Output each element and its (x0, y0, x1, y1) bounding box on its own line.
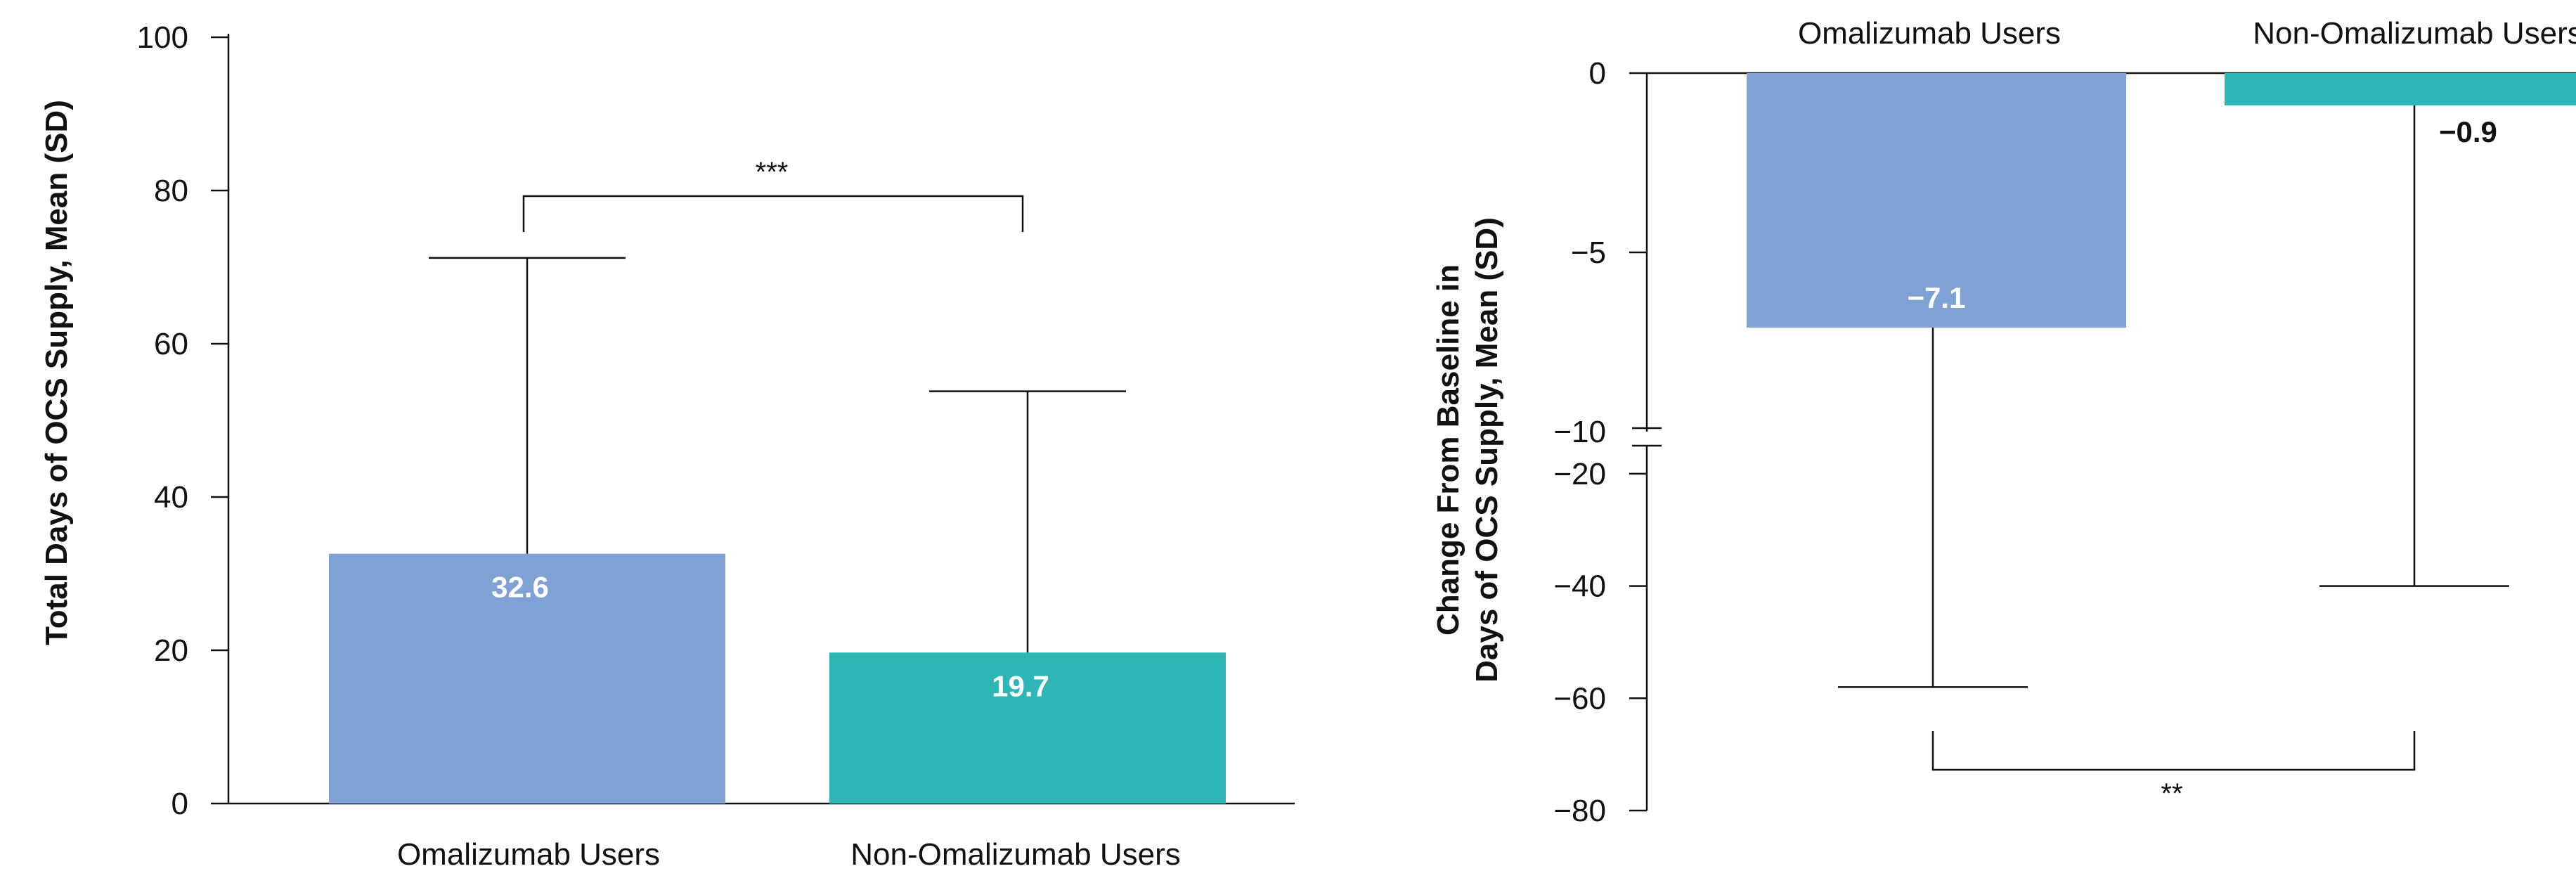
left-significance-label: *** (756, 157, 789, 188)
right-y-axis-label-line2: Days of OCS Supply, Mean (SD) (1470, 217, 1504, 683)
left-y-axis-label: Total Days of OCS Supply, Mean (SD) (39, 100, 74, 645)
right-error-bar-omalizumab (1838, 328, 2028, 688)
left-y-tick-label: 20 (154, 633, 188, 668)
left-error-bar-non-omalizumab (929, 390, 1126, 653)
right-significance-label: ** (2161, 778, 2182, 809)
right-y-tick-label: −20 (1553, 457, 1606, 491)
right-value-label-omalizumab: −7.1 (1908, 281, 1966, 314)
right-y-tick-label: 0 (1589, 56, 1606, 91)
left-significance-bracket (522, 195, 1024, 232)
left-chart: Total Days of OCS Supply, Mean (SD) 0 20 4… (39, 20, 1295, 871)
left-y-ticks: 0 20 40 60 80 100 (137, 20, 228, 821)
right-y-tick-label: −60 (1553, 681, 1606, 716)
right-chart: Change From Baseline in Days of OCS Supp… (1431, 16, 2576, 828)
right-bar-omalizumab (1747, 73, 2126, 328)
right-y-tick-label: −40 (1553, 569, 1606, 604)
right-y-tick-label: −10 (1553, 415, 1606, 449)
left-category-label-omalizumab: Omalizumab Users (397, 837, 660, 871)
left-category-label-non-omalizumab: Non-Omalizumab Users (850, 837, 1180, 871)
left-bar-non-omalizumab (829, 652, 1226, 804)
right-category-label-non-omalizumab: Non-Omalizumab Users (2253, 16, 2576, 51)
right-significance-bracket (1931, 731, 2416, 771)
left-y-tick-label: 0 (171, 787, 188, 821)
left-bar-omalizumab (329, 553, 725, 804)
left-value-label-omalizumab: 32.6 (491, 571, 549, 604)
right-category-label-omalizumab: Omalizumab Users (1798, 16, 2061, 51)
left-value-label-non-omalizumab: 19.7 (992, 669, 1049, 702)
right-error-bar-non-omalizumab (2319, 105, 2509, 587)
right-y-axis-label-line1: Change From Baseline in (1431, 264, 1465, 635)
right-value-label-non-omalizumab: −0.9 (2439, 115, 2497, 148)
right-y-tick-label: −80 (1553, 794, 1606, 828)
left-y-tick-label: 60 (154, 327, 188, 361)
left-y-tick-label: 100 (137, 20, 188, 55)
right-bar-non-omalizumab (2225, 73, 2576, 105)
left-y-tick-label: 40 (154, 480, 188, 515)
right-y-tick-label: −5 (1571, 236, 1606, 270)
right-y-ticks: 0 −5 −10 −20 −40 −60 −80 (1553, 56, 1647, 828)
left-error-bar-omalizumab (429, 257, 626, 554)
left-y-tick-label: 80 (154, 174, 188, 208)
